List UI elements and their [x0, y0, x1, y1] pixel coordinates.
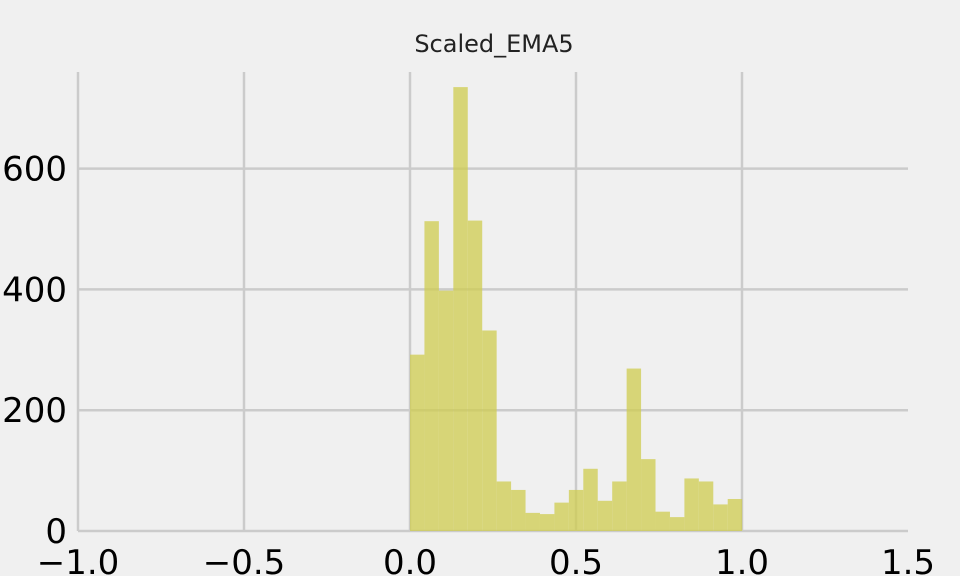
x-tick-label: 0.0 [383, 543, 437, 576]
x-tick-label: 1.5 [881, 543, 935, 576]
histogram-bar [684, 478, 699, 531]
histogram-bar [525, 512, 540, 531]
histogram-bar [727, 498, 743, 531]
histogram-bar [669, 517, 685, 531]
histogram-bar [424, 221, 439, 532]
x-tick-label: −1.0 [37, 543, 120, 576]
histogram-bar [496, 481, 512, 531]
histogram-bar [511, 489, 526, 531]
y-tick-label: 200 [2, 391, 67, 431]
histogram-bar [467, 220, 483, 532]
x-axis-ticks: −1.0 −0.5 0.0 0.5 1.0 1.5 [37, 543, 935, 576]
histogram-bar [597, 500, 613, 531]
chart-title: Scaled_EMA5 [414, 30, 573, 58]
histogram-bar [539, 514, 555, 531]
histogram-bar [453, 87, 468, 531]
y-tick-label: 600 [2, 150, 67, 190]
histogram-bars [410, 87, 743, 532]
y-tick-label: 400 [2, 270, 67, 310]
histogram-bar [568, 489, 584, 531]
x-tick-label: 0.5 [549, 543, 603, 576]
histogram-bar [626, 368, 642, 531]
y-tick-label: 0 [45, 512, 67, 552]
y-axis-ticks: 0 200 400 600 [2, 150, 67, 552]
histogram-bar [641, 459, 656, 531]
histogram-bar [482, 330, 497, 531]
histogram-bar [554, 502, 569, 531]
histogram-bar [655, 511, 670, 531]
histogram-bar [410, 354, 425, 531]
histogram-bar [438, 290, 454, 531]
histogram-bar [698, 481, 714, 531]
x-tick-label: −0.5 [203, 543, 286, 576]
histogram-bar [583, 468, 598, 531]
histogram-bar [713, 504, 728, 531]
histogram-bar [612, 481, 627, 531]
x-tick-label: 1.0 [715, 543, 769, 576]
